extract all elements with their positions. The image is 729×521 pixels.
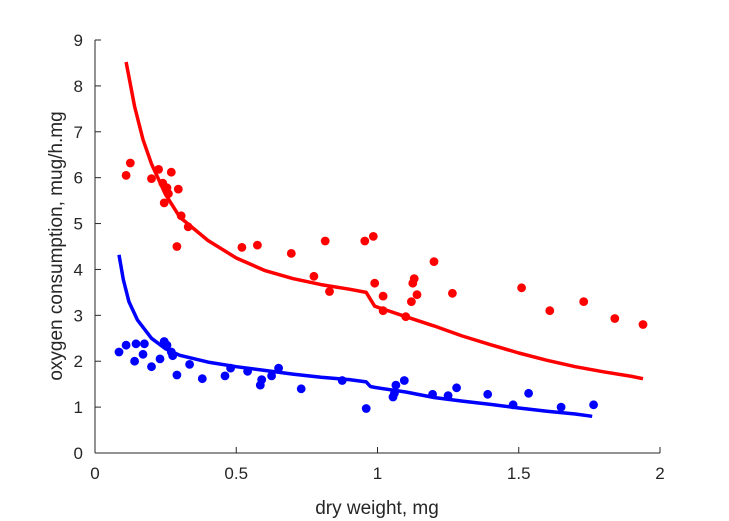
data-point: [114, 347, 124, 357]
data-point: [517, 283, 526, 293]
data-point: [140, 339, 149, 349]
data-point: [407, 297, 416, 306]
data-point: [286, 249, 296, 258]
data-point: [267, 371, 276, 381]
data-point: [579, 297, 589, 306]
x-tick-label: 1: [373, 464, 382, 483]
data-point: [159, 198, 169, 208]
series-0-points: [121, 158, 648, 329]
data-point: [185, 360, 195, 369]
data-point: [166, 167, 176, 177]
data-point: [172, 370, 182, 380]
data-point: [147, 362, 156, 372]
fit-line: [117, 254, 593, 419]
x-tick-label: 0.5: [224, 464, 248, 483]
data-point: [197, 374, 207, 384]
x-tick-label: 0: [90, 464, 99, 483]
data-point: [309, 271, 319, 281]
data-point: [173, 184, 183, 194]
data-point: [237, 243, 247, 252]
data-point: [370, 278, 380, 288]
y-axis-ticks: 0 1 2 3 4 5 6 7 8 9: [74, 31, 101, 463]
data-point: [483, 389, 493, 399]
data-point: [368, 232, 378, 241]
data-point: [296, 384, 306, 394]
data-point: [121, 171, 131, 180]
y-tick-label: 7: [74, 123, 83, 142]
data-point: [448, 288, 457, 298]
y-tick-label: 4: [74, 260, 83, 279]
data-point: [121, 340, 131, 350]
y-tick-label: 1: [74, 398, 83, 417]
data-point: [361, 404, 371, 413]
x-axis-ticks: 0 0.5 1 1.5 2: [90, 447, 665, 483]
chart-marks: [114, 61, 648, 419]
y-tick-label: 8: [74, 77, 83, 96]
data-point: [399, 376, 409, 385]
fit-line: [124, 61, 644, 381]
data-point: [391, 380, 401, 390]
y-tick-label: 5: [74, 215, 83, 234]
data-point: [155, 354, 165, 364]
x-tick-label: 1.5: [507, 464, 531, 483]
series-1-points: [114, 337, 598, 413]
data-point: [638, 320, 648, 329]
y-tick-label: 3: [74, 306, 83, 325]
data-point: [138, 349, 148, 359]
data-point: [378, 291, 388, 301]
data-point: [610, 314, 620, 323]
data-point: [524, 388, 533, 398]
data-point: [325, 287, 334, 296]
x-axis-label: dry weight, mg: [315, 498, 439, 519]
x-tick-label: 2: [655, 464, 664, 483]
data-point: [125, 158, 135, 168]
plot-area: 0 0.5 1 1.5 2 0 1 2 3 4 5 6 7 8 9: [74, 31, 665, 483]
y-tick-label: 6: [74, 169, 83, 188]
data-point: [589, 400, 598, 410]
data-point: [429, 257, 439, 266]
data-point: [131, 339, 141, 349]
data-point: [130, 356, 140, 366]
y-tick-label: 9: [74, 31, 83, 50]
data-point: [320, 236, 330, 246]
y-tick-label: 0: [74, 444, 83, 463]
data-point: [412, 290, 422, 300]
y-tick-label: 2: [74, 352, 83, 371]
y-axis-label: oxygen consumption, mug/h.mg: [46, 111, 67, 380]
series-3-line: [117, 254, 593, 419]
data-point: [452, 383, 461, 393]
data-point: [545, 306, 555, 316]
series-2-line: [124, 61, 644, 381]
data-point: [409, 274, 419, 283]
data-point: [253, 240, 262, 250]
data-point: [147, 174, 156, 184]
data-point: [257, 375, 267, 384]
data-point: [556, 402, 566, 412]
data-point: [360, 236, 370, 246]
data-point: [220, 371, 230, 381]
data-point: [172, 242, 182, 251]
